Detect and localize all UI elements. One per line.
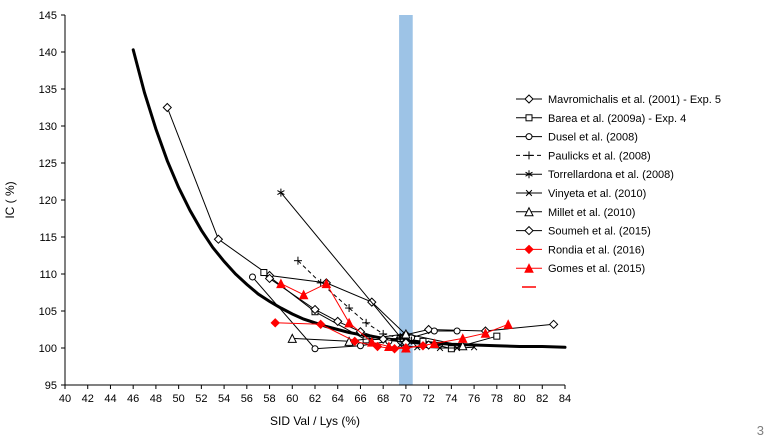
legend-label: Rondia et al. (2016) — [548, 244, 645, 256]
x-tick-label: 50 — [173, 393, 185, 405]
legend-label: Torrellardona et al. (2008) — [548, 169, 674, 181]
y-tick-label: 145 — [39, 10, 57, 22]
y-tick-label: 115 — [39, 232, 57, 244]
y-tick-label: 120 — [39, 195, 57, 207]
y-tick-label: 125 — [39, 158, 57, 170]
y-tick-label: 130 — [39, 121, 57, 133]
x-tick-label: 74 — [445, 393, 457, 405]
series-gomes-et-al-2015 — [276, 278, 513, 353]
legend-item: Paulicks et al. (2008) — [516, 150, 651, 162]
legend-item: Soumeh et al. (2015) — [516, 226, 651, 238]
legend-item: Barea et al. (2009a) - Exp. 4 — [516, 113, 686, 125]
legend: Mavromichalis et al. (2001) - Exp. 5 Bare… — [516, 94, 721, 288]
x-tick-label: 82 — [536, 393, 548, 405]
highlight-band — [399, 15, 413, 385]
x-tick-label: 60 — [286, 393, 298, 405]
x-tick-label: 56 — [241, 393, 253, 405]
x-tick-label: 76 — [468, 393, 480, 405]
x-tick-label: 66 — [354, 393, 366, 405]
x-tick-label: 68 — [377, 393, 389, 405]
axes — [61, 14, 566, 389]
x-tick-label: 40 — [59, 393, 71, 405]
y-tick-label: 140 — [39, 47, 57, 59]
y-tick-label: 95 — [45, 380, 57, 392]
legend-item: Vinyeta et al. (2010) — [516, 188, 646, 200]
legend-label: Vinyeta et al. (2010) — [548, 188, 646, 200]
y-axis-label: IC ( %) — [3, 181, 17, 218]
legend-item: Dusel et al. (2008) — [516, 132, 638, 144]
x-tick-label: 54 — [218, 393, 230, 405]
x-tick-label: 64 — [332, 393, 344, 405]
x-axis-label: SID Val / Lys (%) — [270, 414, 360, 428]
series-soumeh-et-al-2015 — [264, 273, 434, 350]
y-tick-label: 135 — [39, 84, 57, 96]
x-tick-label: 58 — [263, 393, 275, 405]
x-tick-label: 84 — [559, 393, 571, 405]
legend-item: Torrellardona et al. (2008) — [516, 169, 674, 181]
legend-item: Mavromichalis et al. (2001) - Exp. 5 — [516, 94, 721, 106]
legend-label: Mavromichalis et al. (2001) - Exp. 5 — [548, 94, 721, 106]
legend-item: Rondia et al. (2016) — [516, 244, 645, 256]
legend-item: Gomes et al. (2015) — [516, 263, 645, 275]
series-torrellardona-et-al-2008 — [277, 188, 404, 341]
x-tick-label: 62 — [309, 393, 321, 405]
x-tick-label: 78 — [491, 393, 503, 405]
legend-label: Dusel et al. (2008) — [548, 132, 638, 144]
x-tick-label: 52 — [195, 393, 207, 405]
legend-label: Barea et al. (2009a) - Exp. 4 — [548, 113, 686, 125]
x-tick-label: 42 — [82, 393, 94, 405]
legend-label: Gomes et al. (2015) — [548, 263, 645, 275]
x-tick-label: 44 — [104, 393, 116, 405]
trend-curve — [131, 48, 567, 349]
x-tick-label: 70 — [400, 393, 412, 405]
legend-label: Millet et al. (2010) — [548, 207, 635, 219]
x-tick-label: 46 — [127, 393, 139, 405]
y-tick-label: 100 — [39, 343, 57, 355]
legend-label: Paulicks et al. (2008) — [548, 150, 651, 162]
x-tick-label: 72 — [423, 393, 435, 405]
legend-item: Millet et al. (2010) — [516, 206, 635, 219]
x-tick-label: 80 — [513, 393, 525, 405]
y-tick-label: 105 — [39, 306, 57, 318]
page-number: 3 — [756, 423, 764, 438]
y-tick-label: 110 — [39, 269, 57, 281]
series-paulicks-et-al-2008 — [293, 256, 416, 345]
x-tick-label: 48 — [150, 393, 162, 405]
legend-label: Soumeh et al. (2015) — [548, 226, 651, 238]
series-mavromichalis-et-al-2001-exp-5 — [162, 102, 559, 340]
